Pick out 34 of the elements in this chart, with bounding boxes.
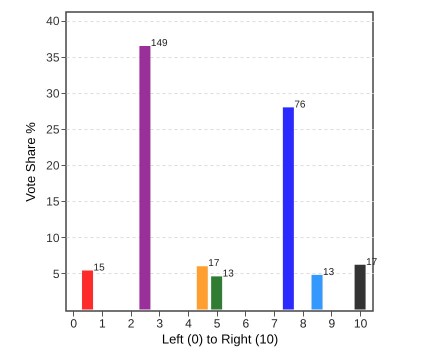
annotation: 15	[94, 262, 106, 274]
annotation: 76	[294, 99, 306, 110]
x-tick-label: 4	[185, 316, 192, 330]
y-tick-label: 20	[46, 158, 60, 173]
y-tick-label: 25	[46, 122, 60, 136]
x-tick-label: 6	[242, 316, 250, 330]
bar	[282, 107, 294, 310]
bar	[196, 266, 208, 310]
y-tick-label: 10	[46, 230, 60, 245]
bar	[211, 276, 222, 310]
x-tick-label: 1	[99, 316, 106, 330]
x-tick-label: 2	[128, 316, 135, 330]
annotation: 149	[150, 38, 168, 49]
x-axis-title: Left (0) to Right (10)	[162, 332, 278, 346]
y-tick-label: 15	[46, 194, 60, 209]
bar	[82, 270, 94, 310]
x-tick-label: 9	[328, 316, 336, 330]
y-tick-label: 30	[46, 86, 60, 100]
y-tick-label: 5	[52, 266, 60, 281]
x-tick-label: 7	[271, 316, 278, 330]
y-axis-title: Vote Share %	[23, 122, 38, 202]
y-tick-label: 35	[46, 50, 60, 64]
annotation: 13	[222, 268, 234, 280]
x-tick-label: 5	[214, 316, 221, 330]
bar	[312, 274, 323, 310]
annotation: 13	[323, 266, 335, 278]
x-tick-label: 0	[70, 316, 78, 330]
bar	[354, 264, 366, 310]
bar	[139, 46, 150, 310]
y-tick-label: 40	[46, 14, 60, 28]
x-tick-label: 8	[300, 316, 307, 330]
x-tick-label: 10	[354, 316, 368, 330]
x-tick-label: 3	[156, 316, 164, 330]
annotation: 17	[208, 258, 220, 270]
